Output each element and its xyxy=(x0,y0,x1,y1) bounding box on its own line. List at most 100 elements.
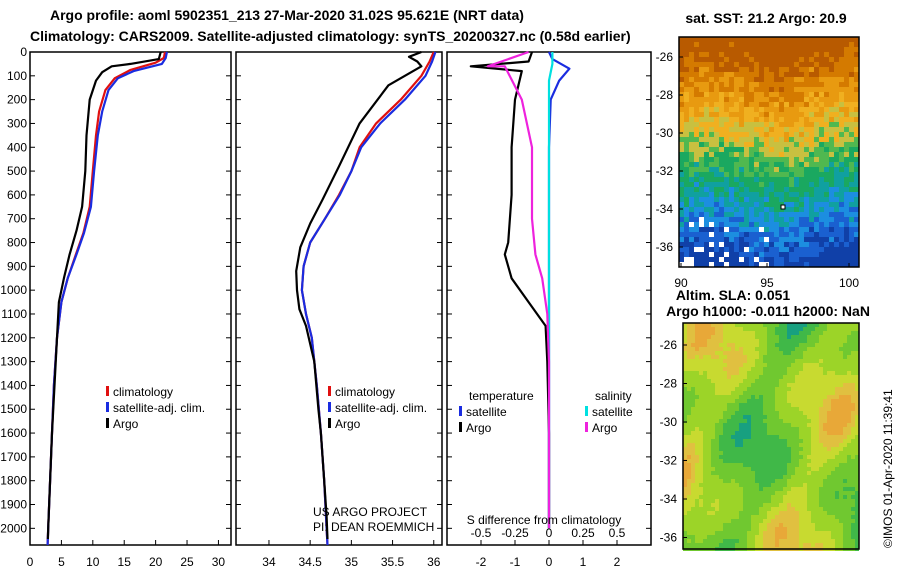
sst-cell xyxy=(849,172,854,177)
sst-cell xyxy=(789,52,794,57)
sst-cell xyxy=(764,147,769,152)
sla-cell xyxy=(787,519,791,523)
sla-cell xyxy=(731,455,735,459)
sla-cell xyxy=(783,323,787,327)
sla-cell xyxy=(851,431,855,435)
sla-cell xyxy=(771,367,775,371)
sst-cell xyxy=(789,162,794,167)
sla-cell xyxy=(743,415,747,419)
sla-cell xyxy=(707,411,711,415)
sla-cell xyxy=(727,451,731,455)
sst-cell xyxy=(819,122,824,127)
sla-cell xyxy=(807,371,811,375)
sst-cell xyxy=(779,52,784,57)
sla-cell xyxy=(759,399,763,403)
sla-cell xyxy=(819,363,823,367)
sst-cell xyxy=(829,237,834,242)
sst-cell xyxy=(704,47,709,52)
sla-cell xyxy=(835,411,839,415)
sst-cell xyxy=(729,217,734,222)
sst-cell xyxy=(729,117,734,122)
sla-cell xyxy=(803,439,807,443)
sla-cell xyxy=(687,459,691,463)
sst-cell xyxy=(814,177,819,182)
depth-tick-label: 600 xyxy=(7,188,27,202)
sst-cell xyxy=(729,182,734,187)
sst-cell xyxy=(849,92,854,97)
sla-cell xyxy=(727,527,731,531)
sla-cell xyxy=(703,399,707,403)
sla-cell xyxy=(839,371,843,375)
sla-cell xyxy=(731,447,735,451)
sla-cell xyxy=(711,463,715,467)
sla-cell xyxy=(711,519,715,523)
sst-cell xyxy=(684,57,689,62)
sla-cell xyxy=(703,391,707,395)
sst-cell xyxy=(824,212,829,217)
sst-cell xyxy=(854,192,859,197)
sla-cell xyxy=(763,395,767,399)
sla-cell xyxy=(767,495,771,499)
sla-cell xyxy=(687,351,691,355)
sst-cell xyxy=(734,202,739,207)
sst-cell xyxy=(769,212,774,217)
sla-cell xyxy=(715,367,719,371)
sla-cell xyxy=(747,487,751,491)
sla-cell xyxy=(699,527,703,531)
sla-cell xyxy=(747,363,751,367)
sla-cell xyxy=(787,383,791,387)
sla-cell xyxy=(743,499,747,503)
sla-cell xyxy=(767,535,771,539)
sla-cell xyxy=(683,495,687,499)
sst-cell xyxy=(779,157,784,162)
sst-cell xyxy=(699,77,704,82)
sla-cell xyxy=(715,419,719,423)
sla-cell xyxy=(715,543,719,547)
sla-cell xyxy=(771,415,775,419)
sst-cell xyxy=(689,62,694,67)
sst-cell xyxy=(804,42,809,47)
sst-cell xyxy=(754,52,759,57)
sla-cell xyxy=(707,383,711,387)
sla-cell xyxy=(807,499,811,503)
sla-cell xyxy=(687,363,691,367)
sla-cell xyxy=(827,351,831,355)
sst-cell xyxy=(689,127,694,132)
sla-cell xyxy=(719,331,723,335)
sla-cell xyxy=(831,431,835,435)
sla-cell xyxy=(687,323,691,327)
sla-cell xyxy=(731,431,735,435)
sst-cell xyxy=(684,197,689,202)
sla-cell xyxy=(731,483,735,487)
sla-cell xyxy=(687,539,691,543)
sla-cell xyxy=(851,331,855,335)
sla-cell xyxy=(839,495,843,499)
sla-cell xyxy=(727,399,731,403)
sst-cell xyxy=(749,57,754,62)
sla-cell xyxy=(831,535,835,539)
sst-cell xyxy=(724,182,729,187)
sst-cell xyxy=(714,62,719,67)
sla-cell xyxy=(715,359,719,363)
sst-cell xyxy=(734,82,739,87)
sla-cell xyxy=(711,503,715,507)
sla-cell xyxy=(735,395,739,399)
sla-cell xyxy=(707,323,711,327)
sla-cell xyxy=(703,427,707,431)
sla-cell xyxy=(687,367,691,371)
sla-cell xyxy=(791,431,795,435)
sla-cell xyxy=(835,527,839,531)
sla-cell xyxy=(691,331,695,335)
sst-cell xyxy=(694,67,699,72)
sla-cell xyxy=(855,323,859,327)
sst-cell xyxy=(839,97,844,102)
sst-cell xyxy=(774,222,779,227)
sla-cell xyxy=(827,371,831,375)
sst-cell xyxy=(839,257,844,262)
sst-cell xyxy=(769,127,774,132)
sst-cell xyxy=(734,102,739,107)
sla-cell xyxy=(707,527,711,531)
sla-cell xyxy=(771,399,775,403)
sla-cell xyxy=(707,431,711,435)
sla-cell xyxy=(747,407,751,411)
